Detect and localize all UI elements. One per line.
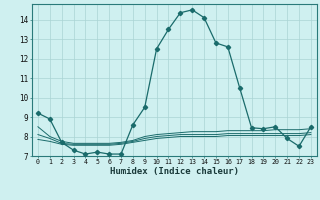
X-axis label: Humidex (Indice chaleur): Humidex (Indice chaleur)	[110, 167, 239, 176]
